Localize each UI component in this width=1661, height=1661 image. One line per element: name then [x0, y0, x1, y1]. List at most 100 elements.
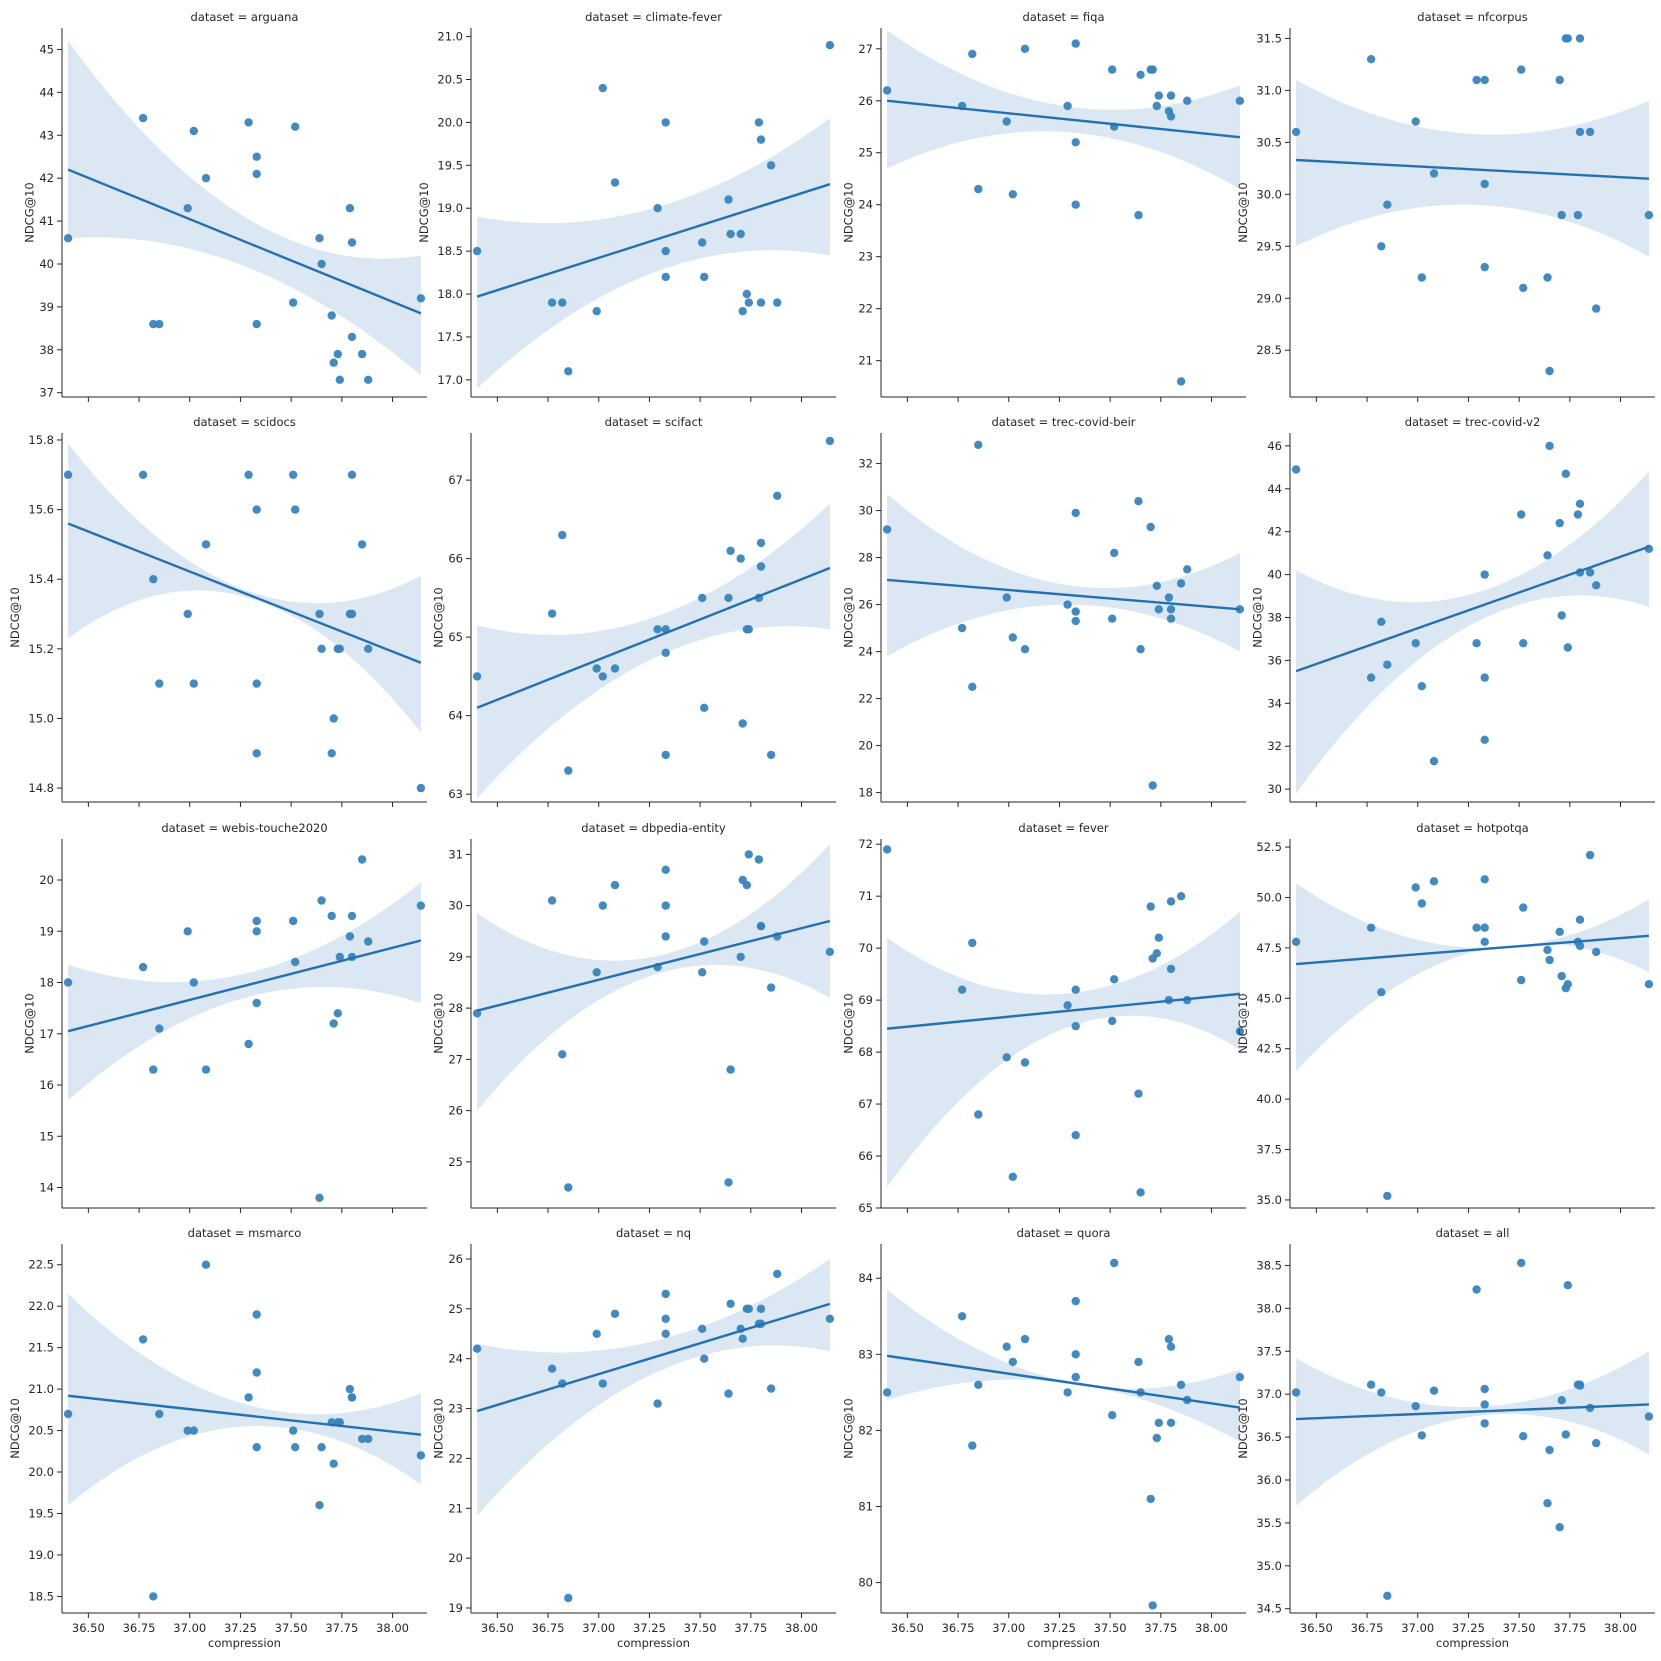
panel-nq-point — [661, 1289, 670, 1299]
panel-fiqa-title: dataset = fiqa — [1022, 10, 1104, 24]
panel-quora-point — [1063, 1388, 1072, 1397]
panel-arguana-point — [149, 319, 158, 329]
panel-dbpedia-entity-point — [661, 932, 670, 941]
panel-climate-fever-ytick-label: 21.0 — [437, 30, 463, 44]
panel-trec-covid-beir-point — [1152, 581, 1162, 590]
panel-scidocs-point — [155, 679, 164, 688]
panel-fiqa-point — [1071, 138, 1080, 147]
panel-all-point — [1480, 1384, 1489, 1394]
panel-webis-touche2020-point — [333, 1009, 342, 1018]
panel-nq-point — [592, 1329, 601, 1339]
panel-arguana-point — [289, 298, 298, 307]
panel-scifact-point — [724, 593, 733, 603]
panel-climate-fever-point — [661, 272, 670, 282]
panel-scidocs-point — [138, 470, 148, 479]
panel-nfcorpus-point — [1517, 65, 1526, 74]
panel-trec-covid-beir-ytick-label: 18 — [858, 786, 873, 800]
panel-nfcorpus-ytick-label: 30.0 — [1256, 187, 1282, 201]
panel-nq-xtick-label: 37.00 — [582, 1621, 615, 1635]
panel-nfcorpus-point — [1480, 262, 1489, 272]
panel-nq-point — [756, 1304, 766, 1314]
panel-nq-point — [738, 1334, 747, 1343]
panel-fiqa-point — [1136, 70, 1145, 80]
panel-msmarco-point — [252, 1443, 261, 1452]
panel-webis-touche2020-point — [347, 911, 357, 921]
panel-arguana-regression-line — [67, 168, 422, 315]
panel-scifact-point — [756, 562, 766, 571]
panel-trec-covid-beir-point — [1154, 605, 1164, 614]
panel-fever-ytick-label: 65 — [858, 1201, 873, 1215]
panel-dbpedia-entity-point — [558, 1050, 567, 1059]
panel-nfcorpus-point — [1417, 273, 1427, 282]
panel-hotpotqa-confidence-band — [1296, 883, 1649, 1071]
panel-scifact-point — [756, 538, 766, 548]
panel-trec-covid-v2-point — [1291, 465, 1301, 474]
panel-msmarco-ytick-label: 20.5 — [28, 1424, 54, 1438]
panel-msmarco-point — [189, 1426, 198, 1435]
panel-msmarco-xtick-label: 37.50 — [275, 1621, 308, 1635]
panel-hotpotqa-ytick-label: 42.5 — [1256, 1042, 1282, 1056]
panel-fever-point — [1146, 902, 1155, 911]
panel-dbpedia-entity-ytick-label: 28 — [448, 1001, 463, 1015]
panel-scifact-point — [592, 664, 601, 673]
panel-msmarco-point — [252, 1368, 261, 1377]
panel-quora-point — [1008, 1357, 1017, 1367]
panel-msmarco-ytick-label: 22.5 — [28, 1258, 54, 1272]
panel-scidocs-point — [244, 470, 253, 479]
panel-fever-ylabel: NDCG@10 — [842, 993, 856, 1054]
panel-hotpotqa-point — [1291, 937, 1301, 946]
panel-webis-touche2020-point — [149, 1065, 158, 1074]
panel-dbpedia-entity-point — [698, 968, 707, 977]
panel-quora-point — [1134, 1357, 1143, 1367]
panel-scifact-point — [825, 436, 835, 446]
panel-trec-covid-beir-point — [882, 525, 892, 534]
panel-trec-covid-v2-point — [1472, 639, 1481, 648]
panel-arguana-point — [252, 169, 261, 179]
panel-arguana-point — [138, 113, 148, 123]
panel-fiqa-point — [1176, 377, 1186, 386]
panel-nfcorpus-point — [1480, 75, 1489, 85]
panel-fever-title: dataset = fever — [1018, 821, 1108, 835]
panel-msmarco-point — [357, 1434, 367, 1444]
panel-nfcorpus-point — [1563, 34, 1573, 43]
panel-nfcorpus-title: dataset = nfcorpus — [1417, 10, 1527, 24]
panel-trec-covid-beir-point — [1136, 645, 1145, 654]
panel-hotpotqa-point — [1545, 955, 1554, 965]
panel-scifact-ytick-label: 64 — [448, 709, 463, 723]
panel-nq-xtick-label: 37.25 — [633, 1621, 666, 1635]
panel-scifact-point — [558, 530, 567, 540]
panel-hotpotqa-point — [1575, 915, 1585, 924]
panel-fiqa-point — [882, 86, 892, 95]
panel-nq-ytick-label: 25 — [448, 1302, 463, 1316]
panel-msmarco-point — [201, 1260, 211, 1269]
panel-scifact-point — [661, 750, 670, 760]
panel-webis-touche2020-point — [63, 978, 73, 987]
panel-dbpedia-entity-regression-line — [476, 919, 831, 1012]
panel-all-point — [1377, 1388, 1386, 1397]
panel-trec-covid-beir-ytick-label: 32 — [858, 457, 873, 471]
panel-dbpedia-entity-point — [736, 952, 745, 962]
panel-msmarco-ytick-label: 18.5 — [28, 1589, 54, 1603]
panel-dbpedia-entity-point — [547, 896, 557, 905]
panel-webis-touche2020-point — [364, 937, 373, 946]
panel-nfcorpus-point — [1377, 242, 1386, 251]
panel-quora-point — [1071, 1296, 1080, 1306]
panel-hotpotqa-ytick-label: 35.0 — [1256, 1193, 1282, 1207]
panel-scifact-point — [547, 609, 557, 618]
panel-dbpedia-entity-point — [756, 921, 766, 931]
panel-trec-covid-beir-point — [1110, 548, 1119, 558]
panel-trec-covid-beir-ytick-label: 22 — [858, 692, 873, 706]
panel-webis-touche2020-point — [345, 932, 355, 941]
panel-msmarco-point — [244, 1393, 253, 1402]
panel-fiqa-point — [1008, 190, 1017, 199]
panel-msmarco-point — [317, 1443, 326, 1452]
panel-climate-fever-point — [661, 246, 670, 256]
panel-arguana-point — [183, 204, 192, 213]
panel-trec-covid-v2-ytick-label: 38 — [1267, 611, 1282, 625]
panel-hotpotqa-ytick-label: 50.0 — [1256, 890, 1282, 904]
panel-trec-covid-v2-ytick-label: 46 — [1267, 439, 1282, 453]
panel-hotpotqa-point — [1592, 947, 1601, 957]
panel-fiqa-point — [1071, 39, 1080, 48]
panel-webis-touche2020-ytick-label: 16 — [39, 1078, 54, 1092]
panel-nq-point — [564, 1593, 573, 1603]
